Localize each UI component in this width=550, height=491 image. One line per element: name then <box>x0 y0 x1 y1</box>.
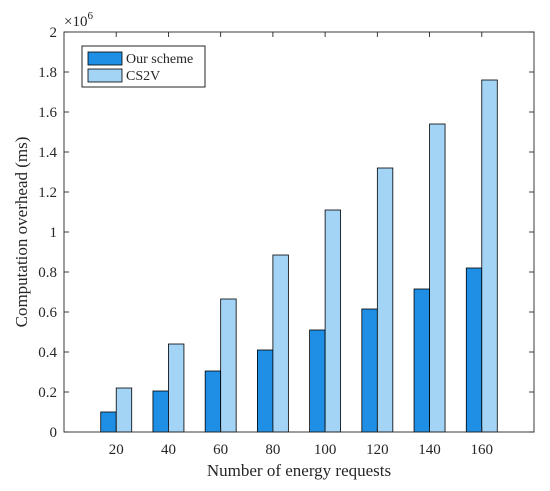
y-tick-label: 0.4 <box>38 345 57 361</box>
y-tick-label: 1.4 <box>38 145 57 161</box>
bar-cs2v-100 <box>324 209 342 433</box>
x-tick-label: 80 <box>265 442 280 458</box>
x-tick-label: 60 <box>213 442 228 458</box>
bar-our-scheme-80 <box>256 349 274 433</box>
bar-cs2v-120 <box>376 167 394 433</box>
bar-our-scheme-20 <box>100 411 117 433</box>
y-tick-label: 1.6 <box>38 105 57 121</box>
x-tick-label: 160 <box>471 442 494 458</box>
axes-group: 0 0.2 0.4 0.6 0.8 1 1.2 1.4 1.6 1.8 2 20 40 60 80 100 12… <box>38 25 535 458</box>
bar-cs2v-80 <box>272 254 289 433</box>
bar-our-scheme-120 <box>361 308 378 433</box>
x-tick-label: 120 <box>366 442 389 458</box>
bar-cs2v-40 <box>168 343 185 433</box>
x-tick-label: 140 <box>418 442 441 458</box>
legend-label-our-scheme: Our scheme <box>126 52 193 67</box>
x-axis-label: Number of energy requests <box>207 461 391 480</box>
y-multiplier-base: ×10 <box>64 14 87 30</box>
x-tick-label: 20 <box>109 442 124 458</box>
bar-our-scheme-60 <box>204 370 222 433</box>
y-tick-label: 0 <box>50 425 58 441</box>
y-tick-label: 1 <box>50 225 58 241</box>
bar-cs2v-140 <box>429 123 446 433</box>
bar-our-scheme-160 <box>465 267 483 433</box>
bar-cs2v-160 <box>481 79 498 433</box>
plot-background <box>64 32 534 432</box>
y-tick-label: 2 <box>50 25 58 41</box>
bar-cs2v-20 <box>115 387 133 433</box>
y-tick-label: 1.8 <box>38 65 57 81</box>
y-multiplier-label: ×106 <box>64 10 93 30</box>
bars-group <box>100 79 498 433</box>
bar-our-scheme-140 <box>413 288 430 433</box>
legend-swatch-our-scheme <box>87 51 123 66</box>
y-multiplier-exponent: 6 <box>87 10 93 22</box>
y-tick-label: 1.2 <box>38 185 57 201</box>
x-tick-label: 40 <box>161 442 176 458</box>
y-tick-label: 0.8 <box>38 265 57 281</box>
legend: Our scheme CS2V <box>81 45 206 88</box>
y-tick-label: 0.6 <box>38 305 57 321</box>
bar-our-scheme-100 <box>309 329 326 433</box>
legend-label-cs2v: CS2V <box>126 69 160 84</box>
legend-swatch-cs2v <box>87 68 123 83</box>
y-tick-label: 0.2 <box>38 385 57 401</box>
x-tick-label: 100 <box>314 442 337 458</box>
y-axis-label: Computation overhead (ms) <box>12 137 31 328</box>
bar-cs2v-60 <box>220 298 237 433</box>
bar-our-scheme-40 <box>152 390 169 433</box>
